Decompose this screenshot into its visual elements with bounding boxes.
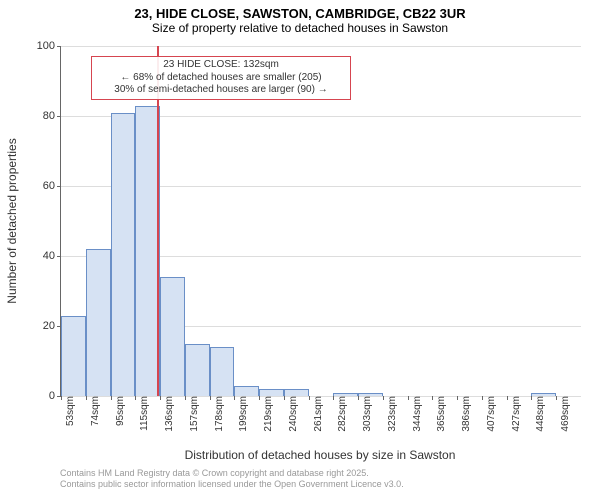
xtick-mark (61, 396, 62, 400)
xtick-label: 53sqm (63, 396, 76, 426)
histogram-bar (284, 389, 309, 396)
chart-title-2: Size of property relative to detached ho… (0, 21, 600, 35)
xtick-label: 261sqm (311, 396, 324, 432)
ytick-label: 20 (43, 320, 61, 332)
xtick-label: 178sqm (212, 396, 225, 432)
chart-title-1: 23, HIDE CLOSE, SAWSTON, CAMBRIDGE, CB22… (0, 0, 600, 21)
ytick-label: 100 (37, 40, 61, 52)
xtick-label: 303sqm (360, 396, 373, 432)
xtick-label: 240sqm (286, 396, 299, 432)
xtick-label: 386sqm (459, 396, 472, 432)
histogram-bar (160, 277, 185, 396)
xtick-label: 219sqm (261, 396, 274, 432)
ytick-label: 0 (49, 390, 61, 402)
xtick-mark (259, 396, 260, 400)
xtick-mark (309, 396, 310, 400)
xtick-label: 157sqm (187, 396, 200, 432)
annotation-line-1: 23 HIDE CLOSE: 132sqm (96, 59, 346, 72)
xtick-mark (482, 396, 483, 400)
footer-line-1: Contains HM Land Registry data © Crown c… (60, 468, 404, 479)
gridline (61, 46, 581, 47)
annotation-box: 23 HIDE CLOSE: 132sqm← 68% of detached h… (91, 56, 351, 100)
xtick-label: 448sqm (533, 396, 546, 432)
annotation-line-3: 30% of semi-detached houses are larger (… (96, 84, 346, 97)
xtick-mark (284, 396, 285, 400)
ytick-label: 80 (43, 110, 61, 122)
xtick-mark (111, 396, 112, 400)
xtick-mark (358, 396, 359, 400)
xtick-label: 115sqm (137, 396, 150, 431)
xtick-label: 407sqm (484, 396, 497, 432)
y-axis-label: Number of detached properties (5, 138, 19, 303)
x-axis-label: Distribution of detached houses by size … (60, 448, 580, 462)
xtick-mark (86, 396, 87, 400)
ytick-label: 40 (43, 250, 61, 262)
xtick-mark (383, 396, 384, 400)
chart-container: 23, HIDE CLOSE, SAWSTON, CAMBRIDGE, CB22… (0, 0, 600, 500)
annotation-line-2: ← 68% of detached houses are smaller (20… (96, 72, 346, 85)
xtick-label: 74sqm (88, 396, 101, 426)
histogram-bar (111, 113, 136, 397)
xtick-label: 469sqm (558, 396, 571, 432)
ytick-label: 60 (43, 180, 61, 192)
histogram-bar (234, 386, 259, 397)
xtick-label: 323sqm (385, 396, 398, 432)
histogram-bar (61, 316, 86, 397)
xtick-mark (160, 396, 161, 400)
xtick-label: 427sqm (509, 396, 522, 432)
footer-attribution: Contains HM Land Registry data © Crown c… (60, 468, 404, 490)
histogram-bar (185, 344, 210, 397)
plot-area: 02040608010053sqm74sqm95sqm115sqm136sqm1… (60, 46, 581, 397)
xtick-mark (185, 396, 186, 400)
xtick-mark (210, 396, 211, 400)
xtick-label: 344sqm (410, 396, 423, 432)
xtick-label: 199sqm (236, 396, 249, 432)
footer-line-2: Contains public sector information licen… (60, 479, 404, 490)
xtick-mark (507, 396, 508, 400)
histogram-bar (210, 347, 235, 396)
xtick-label: 136sqm (162, 396, 175, 432)
histogram-bar (86, 249, 111, 396)
xtick-label: 365sqm (434, 396, 447, 432)
xtick-label: 95sqm (113, 396, 126, 426)
xtick-mark (408, 396, 409, 400)
xtick-label: 282sqm (335, 396, 348, 432)
histogram-bar (259, 389, 284, 396)
